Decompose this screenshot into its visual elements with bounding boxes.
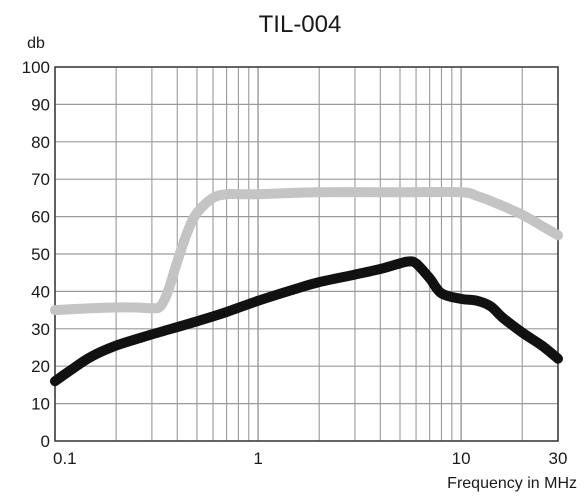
x-tick-label: 10 (452, 449, 471, 468)
y-tick-label: 0 (41, 432, 50, 451)
series-line-1 (50, 187, 563, 316)
y-tick-label: 100 (22, 58, 50, 77)
plot-frame (54, 66, 559, 442)
series-group (50, 187, 563, 387)
y-tick-label: 40 (31, 282, 50, 301)
y-tick-label: 20 (31, 357, 50, 376)
x-axis-label: Frequency in MHz (447, 475, 577, 492)
x-tick-label: 30 (549, 449, 568, 468)
grid (54, 66, 559, 442)
x-tick-label: 1 (253, 449, 262, 468)
y-tick-label: 90 (31, 95, 50, 114)
chart-title: TIL-004 (259, 11, 342, 38)
x-tick-label: 0.1 (53, 449, 77, 468)
y-tick-label: 30 (31, 320, 50, 339)
y-tick-label: 60 (31, 208, 50, 227)
tick-labels: 0 10 20 30 40 50 60 70 80 90 100 0.1 1 10 30 (22, 58, 568, 468)
y-axis-label: db (27, 35, 45, 52)
y-tick-label: 80 (31, 133, 50, 152)
y-tick-label: 50 (31, 245, 50, 264)
y-tick-label: 70 (31, 170, 50, 189)
series-line-2 (50, 256, 563, 387)
y-tick-label: 10 (31, 395, 50, 414)
